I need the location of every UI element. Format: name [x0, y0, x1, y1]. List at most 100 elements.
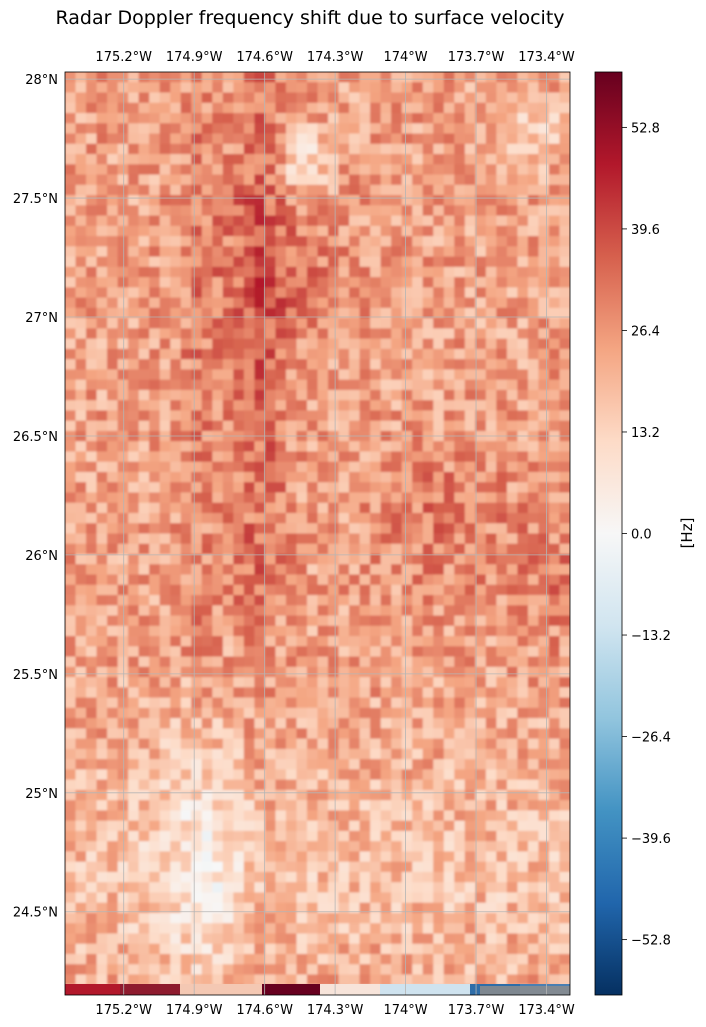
heatmap-cell [191, 92, 203, 104]
heatmap-cell [201, 687, 213, 699]
heatmap-cell [96, 389, 108, 401]
heatmap-cell [338, 841, 350, 853]
heatmap-cell [538, 625, 550, 637]
heatmap-cell [538, 328, 550, 340]
heatmap-cell [464, 430, 476, 442]
heatmap-cell [443, 554, 455, 565]
heatmap-cell [233, 861, 245, 873]
heatmap-cell [170, 851, 182, 863]
heatmap-cell [128, 287, 140, 299]
heatmap-cell [264, 164, 277, 176]
heatmap-cell [96, 923, 108, 935]
heatmap-cell [559, 820, 570, 832]
heatmap-cell [496, 246, 508, 258]
heatmap-cell [338, 318, 350, 329]
heatmap-cell [548, 800, 561, 811]
heatmap-cell [107, 389, 119, 401]
heatmap-cell [75, 656, 87, 668]
heatmap-cell [254, 554, 266, 565]
heatmap-cell [517, 687, 529, 699]
heatmap-cell [517, 574, 529, 586]
heatmap-cell [222, 287, 234, 299]
heatmap-cell [485, 451, 497, 463]
heatmap-cell [191, 482, 203, 494]
heatmap-cell [86, 892, 98, 904]
heatmap-cell [149, 266, 161, 278]
heatmap-cell [412, 123, 424, 135]
heatmap-cell [391, 800, 403, 811]
heatmap-cell [128, 820, 140, 832]
heatmap-cell [75, 338, 87, 350]
heatmap-cell [548, 871, 561, 883]
heatmap-cell [191, 410, 203, 422]
heatmap-cell [380, 707, 392, 719]
heatmap-cell [359, 912, 371, 924]
heatmap-cell [380, 307, 392, 319]
heatmap-cell [170, 533, 182, 545]
heatmap-cell [306, 677, 319, 688]
heatmap-cell [75, 564, 87, 576]
heatmap-cell [201, 769, 213, 781]
heatmap-cell [96, 830, 108, 842]
heatmap-cell [86, 307, 98, 319]
heatmap-cell [65, 810, 77, 822]
heatmap-cell [380, 687, 392, 699]
heatmap-cell [538, 882, 550, 894]
heatmap-cell [117, 646, 129, 658]
heatmap-cell [285, 359, 298, 371]
heatmap-cell [422, 533, 434, 545]
heatmap-cell [254, 738, 266, 750]
heatmap-cell [117, 666, 129, 678]
heatmap-cell [222, 277, 234, 288]
heatmap-cell [128, 236, 140, 247]
heatmap-cell [233, 759, 245, 770]
heatmap-cell [296, 861, 308, 873]
heatmap-cell [538, 256, 550, 268]
heatmap-cell [243, 861, 255, 873]
heatmap-cell [75, 666, 87, 678]
heatmap-cell [454, 307, 466, 319]
heatmap-cell [485, 779, 497, 791]
heatmap-cell [485, 287, 497, 299]
heatmap-cell [401, 851, 413, 863]
heatmap-cell [117, 184, 129, 196]
heatmap-cell [138, 369, 150, 381]
heatmap-cell [506, 379, 518, 391]
heatmap-cell [201, 359, 213, 371]
heatmap-cell [317, 236, 329, 247]
heatmap-cell [191, 430, 203, 442]
heatmap-cell [306, 851, 319, 863]
heatmap-cell [170, 656, 182, 668]
heatmap-cell [306, 605, 319, 617]
heatmap-cell [65, 974, 77, 986]
heatmap-cell [86, 943, 98, 955]
heatmap-cell [212, 215, 224, 227]
heatmap-cell [433, 266, 445, 278]
heatmap-cell [86, 430, 98, 442]
heatmap-cell [96, 225, 108, 237]
heatmap-cell [433, 933, 445, 945]
heatmap-cell [296, 400, 308, 412]
heatmap-cell [107, 410, 119, 422]
heatmap-cell [422, 677, 434, 688]
heatmap-cell [75, 861, 87, 873]
heatmap-cell [212, 154, 224, 165]
heatmap-cell [201, 779, 213, 791]
heatmap-cell [201, 953, 213, 965]
heatmap-cell [296, 461, 308, 473]
heatmap-cell [359, 615, 371, 627]
heatmap-cell [128, 277, 140, 288]
heatmap-cell [86, 789, 98, 801]
heatmap-cell [86, 441, 98, 453]
heatmap-cell [359, 636, 371, 647]
heatmap-cell [412, 892, 424, 904]
heatmap-cell [275, 154, 287, 165]
heatmap-cell [548, 236, 561, 247]
heatmap-cell [117, 82, 129, 94]
heatmap-cell [454, 543, 466, 555]
heatmap-cell [149, 410, 161, 422]
heatmap-cell [222, 564, 234, 576]
heatmap-cell [433, 318, 445, 329]
heatmap-cell [138, 277, 150, 288]
heatmap-cell [328, 779, 340, 791]
